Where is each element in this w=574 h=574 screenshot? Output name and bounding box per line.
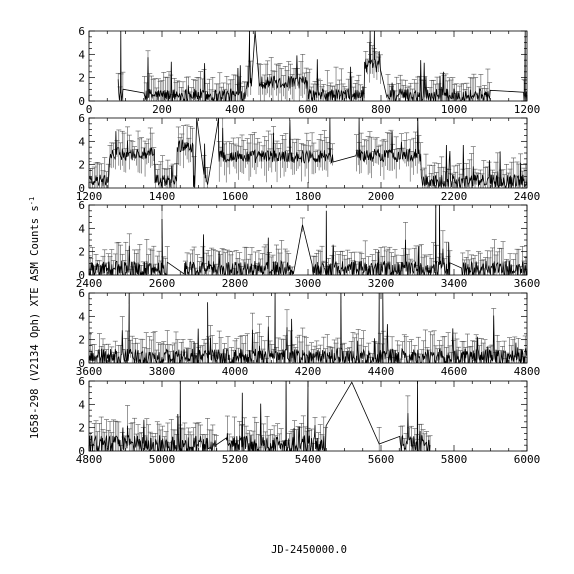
- x-tick-label: 1400: [149, 190, 176, 203]
- panel-2: 1200 1400 1600 1800 2000 2200 2400 0 2 4 6: [76, 112, 541, 203]
- y-tick-label: 6: [78, 375, 85, 388]
- x-tick-label: 3600: [514, 277, 541, 290]
- x-tick-label: 3600: [76, 365, 103, 378]
- x-tick-label: 4000: [222, 365, 249, 378]
- y-tick-label: 0: [78, 445, 85, 458]
- x-tick-label: 5800: [441, 453, 468, 466]
- x-tick-label: 2400: [514, 190, 541, 203]
- x-tick-label: 2400: [76, 277, 103, 290]
- x-tick-label: 1200: [514, 103, 541, 116]
- y-tick-label: 4: [78, 398, 85, 411]
- y-tick-label: 2: [78, 334, 85, 347]
- y-tick-label: 2: [78, 159, 85, 172]
- y-tick-label: 6: [78, 287, 85, 300]
- y-axis-label-exponent: -1: [28, 197, 36, 205]
- panel-4: 3600 3800 4000 4200 4400 4600 4800 0 2 4 6: [76, 287, 541, 378]
- x-tick-label: 600: [298, 103, 318, 116]
- x-tick-label: 6000: [514, 453, 541, 466]
- y-tick-label: 0: [78, 182, 85, 195]
- x-tick-label: 5400: [295, 453, 322, 466]
- y-tick-label: 6: [78, 199, 85, 212]
- x-tick-label: 1000: [441, 103, 468, 116]
- panel-3-data: [89, 205, 527, 275]
- x-tick-label: 5000: [149, 453, 176, 466]
- x-tick-label: 4200: [295, 365, 322, 378]
- panel-5-series-line: [89, 381, 431, 451]
- x-tick-label: 5600: [368, 453, 395, 466]
- y-tick-label: 6: [78, 112, 85, 125]
- x-tick-label: 4800: [76, 453, 103, 466]
- x-tick-label: 3400: [441, 277, 468, 290]
- x-tick-label: 400: [225, 103, 245, 116]
- x-tick-label: 1800: [295, 190, 322, 203]
- x-tick-label: 2200: [441, 190, 468, 203]
- x-tick-label: 4600: [441, 365, 468, 378]
- panel-5-data: [89, 381, 433, 451]
- panel-2-series-line: [89, 118, 527, 188]
- x-tick-label: 4400: [368, 365, 395, 378]
- panel-1-series-line: [117, 31, 527, 101]
- y-tick-label: 4: [78, 310, 85, 323]
- x-tick-label: 2000: [368, 190, 395, 203]
- x-tick-label: 0: [86, 103, 93, 116]
- y-axis-label: 1658-298 (V2134 Oph) XTE ASM Counts s-1: [28, 197, 41, 439]
- panel-3-series-line: [89, 205, 527, 275]
- x-tick-label: 200: [152, 103, 172, 116]
- y-tick-label: 2: [78, 246, 85, 259]
- x-tick-label: 4800: [514, 365, 541, 378]
- x-tick-label: 800: [371, 103, 391, 116]
- y-axis-label-main: 1658-298 (V2134 Oph) XTE ASM Counts s: [29, 205, 41, 439]
- x-tick-label: 5200: [222, 453, 249, 466]
- panel-1-data: [115, 31, 527, 101]
- panel-3: 2400 2600 2800 3000 3200 3400 3600 0 2 4 6: [76, 199, 541, 290]
- y-tick-label: 0: [78, 95, 85, 108]
- panel-4-data: [89, 293, 527, 363]
- panel-5: 4800 5000 5200 5400 5600 5800 6000 0 2 4 6: [76, 375, 541, 466]
- panel-2-data: [89, 118, 527, 188]
- y-tick-label: 6: [78, 25, 85, 38]
- y-tick-label: 4: [78, 135, 85, 148]
- x-tick-label: 2600: [149, 277, 176, 290]
- x-tick-label: 1200: [76, 190, 103, 203]
- y-tick-label: 0: [78, 269, 85, 282]
- x-tick-label: 3800: [149, 365, 176, 378]
- x-tick-label: 1600: [222, 190, 249, 203]
- x-tick-label: 2800: [222, 277, 249, 290]
- x-axis-label: JD-2450000.0: [271, 544, 347, 556]
- y-tick-label: 4: [78, 48, 85, 61]
- x-tick-label: 3200: [368, 277, 395, 290]
- y-tick-label: 0: [78, 357, 85, 370]
- y-tick-label: 2: [78, 422, 85, 435]
- y-tick-label: 4: [78, 222, 85, 235]
- panel-3-frame: [88, 204, 528, 276]
- panel-1: 0 200 400 600 800 1000 1200 0 2 4 6: [78, 25, 540, 116]
- y-tick-label: 2: [78, 72, 85, 85]
- x-tick-label: 3000: [295, 277, 322, 290]
